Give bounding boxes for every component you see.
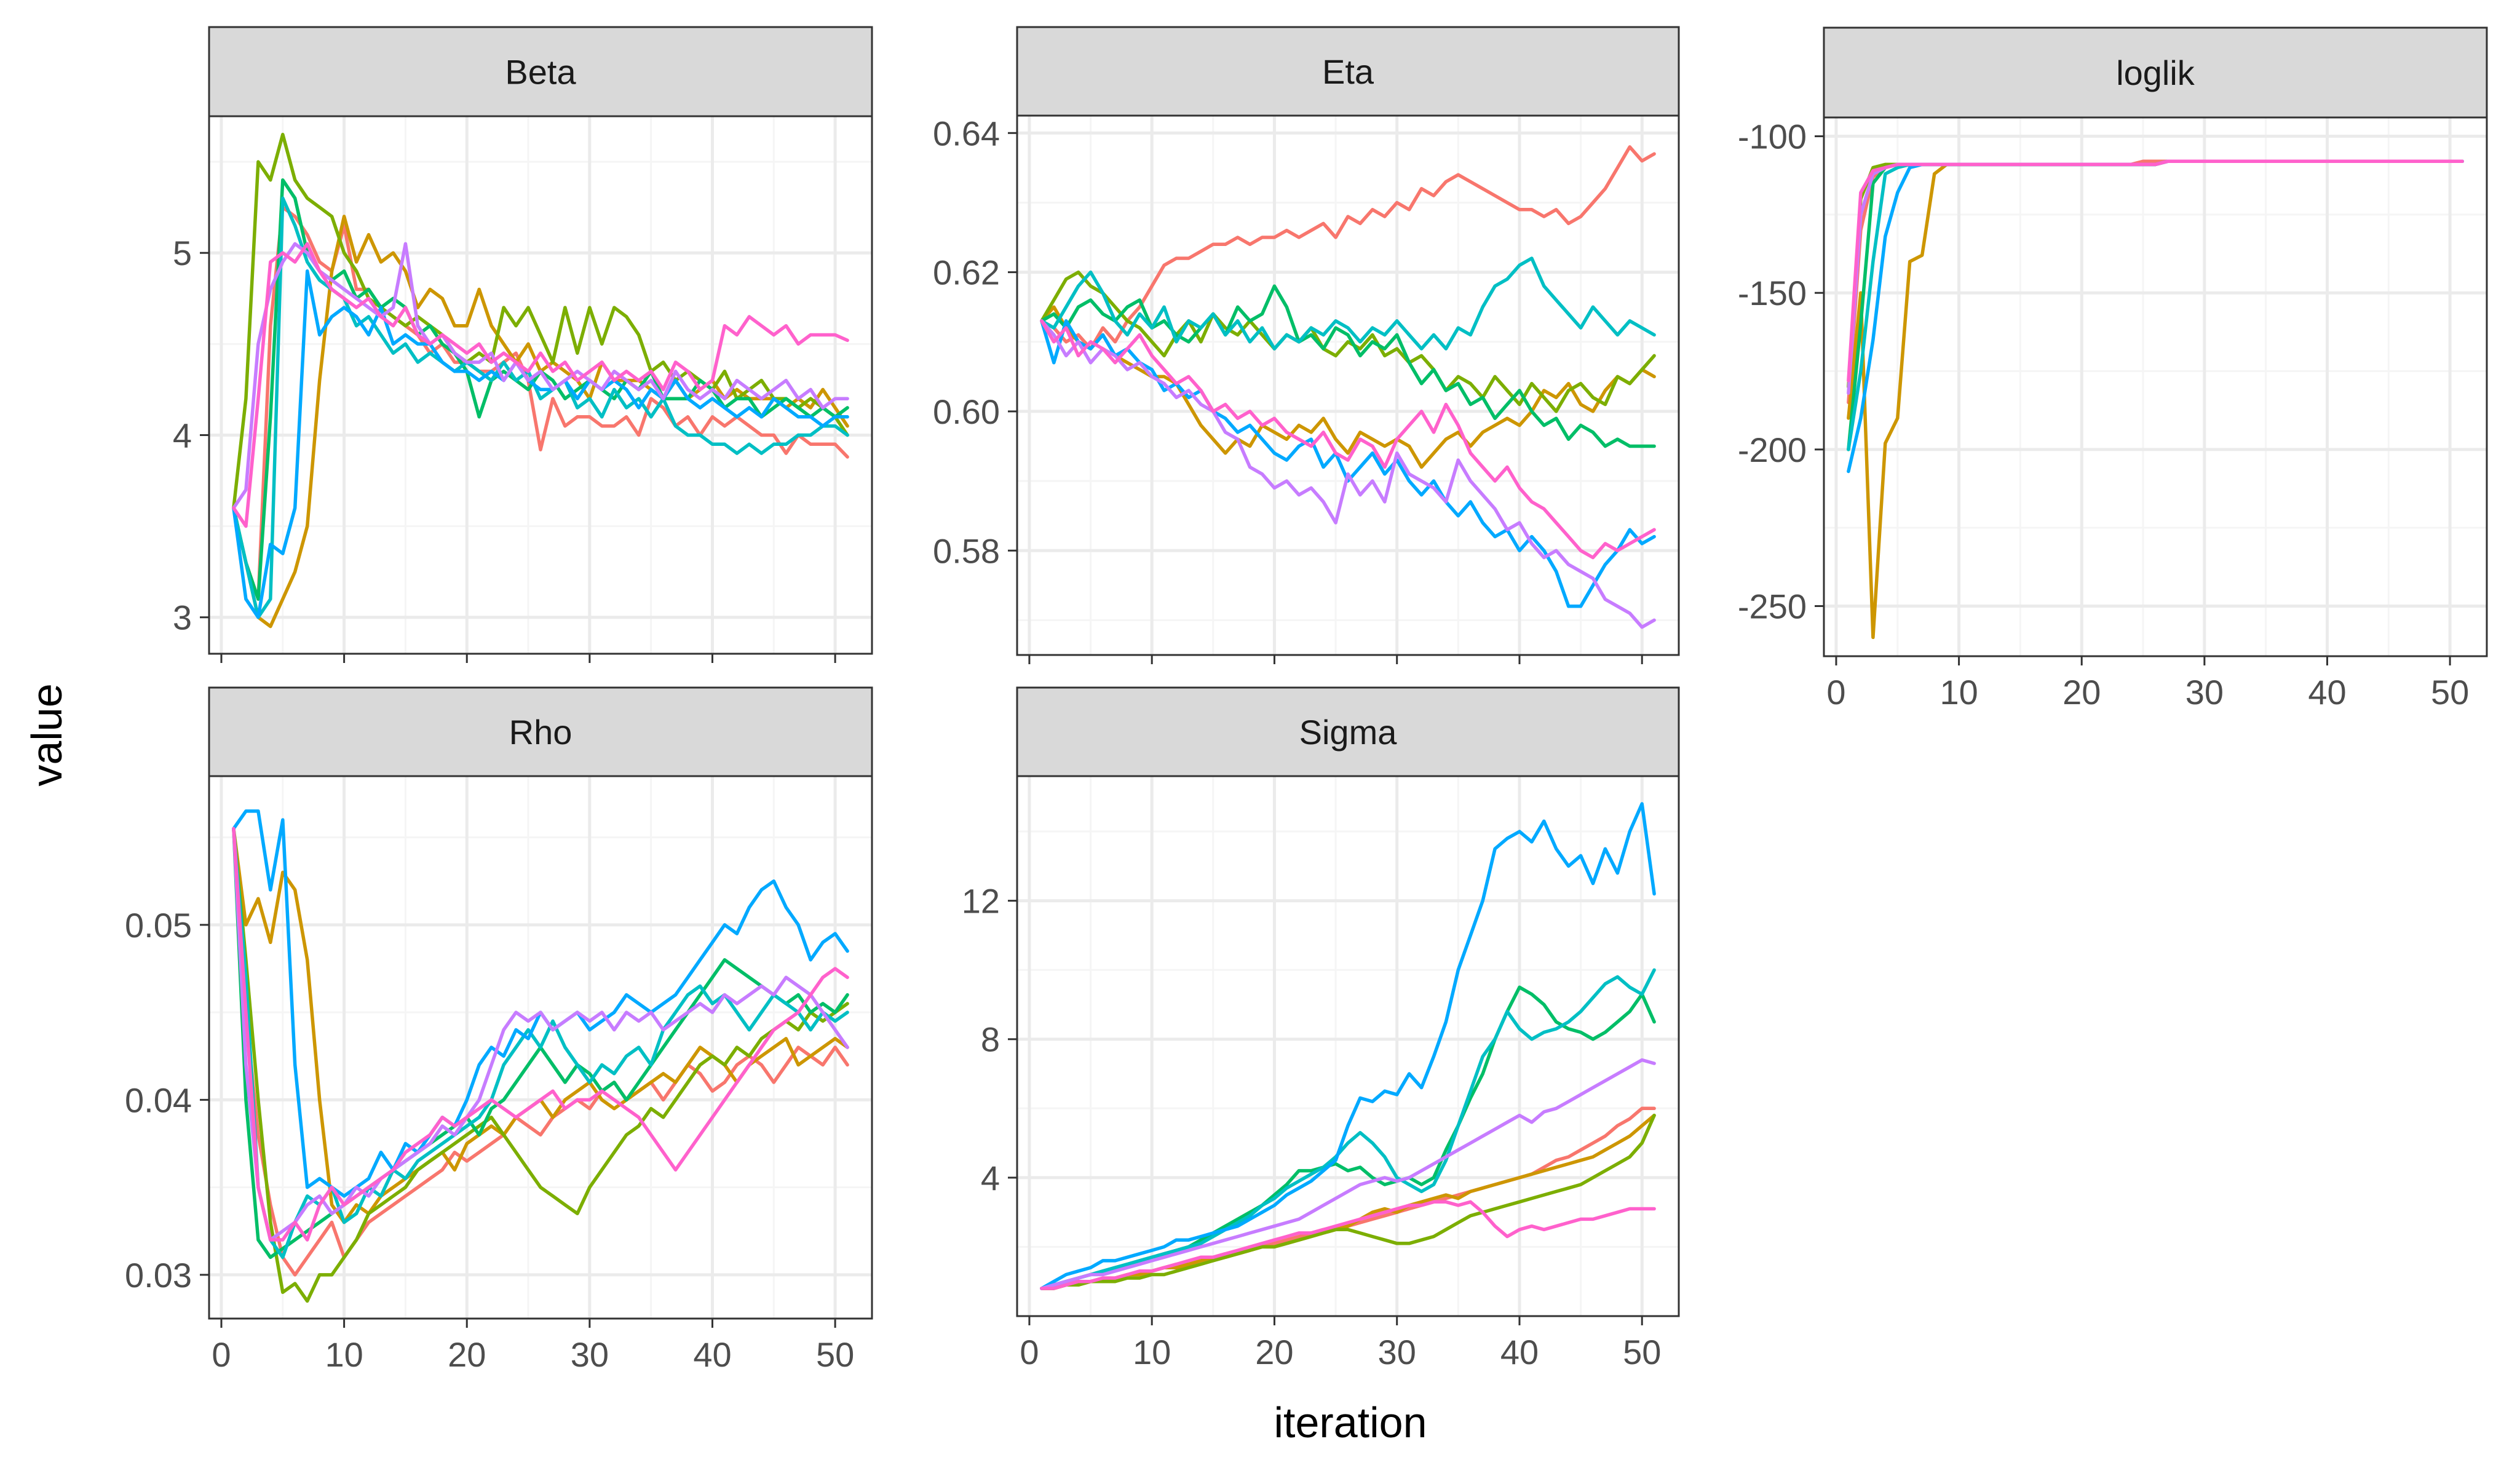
series-line-rho-7 — [232, 827, 849, 1242]
series-line-sigma-7 — [1040, 1058, 1656, 1290]
y-tick-label-loglik: -150 — [1738, 274, 1807, 312]
x-tick-label-sigma: 40 — [1500, 1333, 1539, 1371]
series-line-rho-5 — [232, 827, 849, 1260]
y-tick-label-eta: 0.60 — [933, 392, 1000, 431]
panel-border-sigma — [1016, 775, 1680, 1317]
x-axis-title: iteration — [1274, 1399, 1427, 1446]
y-tick-label-beta: 4 — [173, 416, 192, 454]
y-tick-label-loglik: -200 — [1738, 430, 1807, 469]
series-line-eta-5 — [1040, 256, 1656, 351]
panel-sigma: Sigma 4 8 12 0 10 20 30 40 50 — [962, 686, 1680, 1371]
series-line-eta-4 — [1040, 284, 1656, 448]
x-tick-label-rho: 50 — [816, 1335, 854, 1374]
x-tick-label-sigma: 20 — [1255, 1333, 1293, 1371]
y-tick-label-eta: 0.62 — [933, 253, 1000, 292]
strip-rho — [208, 686, 873, 777]
strip-eta — [1016, 26, 1680, 117]
facet-panels: Beta 3 4 5 Eta 0.58 0.60 0.62 0.64 loglik -250 -200… — [125, 26, 2488, 1374]
x-tick-label-loglik: 50 — [2431, 673, 2469, 712]
strip-label-beta: Beta — [505, 53, 576, 92]
series-line-beta-3 — [232, 132, 849, 510]
series-line-sigma-5 — [1040, 968, 1656, 1290]
x-tick-label-sigma: 10 — [1133, 1333, 1171, 1371]
y-tick-label-rho: 0.04 — [125, 1081, 192, 1119]
series-line-beta-7 — [232, 242, 849, 510]
y-tick-label-rho: 0.03 — [125, 1256, 192, 1295]
x-tick-label-rho: 0 — [212, 1335, 231, 1374]
series-line-rho-8 — [232, 827, 849, 1242]
y-tick-label-eta: 0.58 — [933, 531, 1000, 570]
series-line-beta-6 — [232, 269, 849, 619]
x-tick-label-sigma: 30 — [1378, 1333, 1416, 1371]
series-line-eta-8 — [1040, 319, 1656, 560]
series-line-eta-7 — [1040, 319, 1656, 629]
panel-border-loglik — [1823, 116, 2488, 657]
panel-border-beta — [208, 115, 873, 655]
x-tick-label-loglik: 30 — [2185, 673, 2224, 712]
series-line-beta-8 — [232, 242, 849, 528]
series-line-eta-1 — [1040, 145, 1656, 351]
strip-label-sigma: Sigma — [1299, 713, 1398, 752]
y-tick-label-sigma: 12 — [962, 882, 1000, 921]
x-tick-label-rho: 30 — [571, 1335, 609, 1374]
series-line-sigma-3 — [1040, 1113, 1656, 1290]
plot-background-beta — [209, 116, 872, 654]
strip-label-eta: Eta — [1322, 52, 1374, 91]
x-tick-label-sigma: 50 — [1623, 1333, 1661, 1371]
series-line-sigma-6 — [1040, 802, 1656, 1290]
y-tick-label-rho: 0.05 — [125, 906, 192, 945]
panel-eta: Eta 0.58 0.60 0.62 0.64 — [933, 26, 1680, 664]
series-line-rho-3 — [232, 827, 849, 1303]
x-tick-label-rho: 10 — [325, 1335, 363, 1374]
series-line-loglik-8 — [1847, 159, 2464, 383]
strip-beta — [208, 26, 873, 117]
panel-border-rho — [208, 775, 873, 1320]
series-line-eta-2 — [1040, 305, 1656, 469]
strip-label-rho: Rho — [509, 713, 573, 752]
x-tick-label-loglik: 0 — [1826, 673, 1845, 712]
series-line-sigma-8 — [1040, 1200, 1656, 1290]
x-tick-label-rho: 40 — [693, 1335, 731, 1374]
series-line-sigma-2 — [1040, 1113, 1656, 1290]
y-tick-label-eta: 0.64 — [933, 114, 1000, 153]
x-tick-label-loglik: 20 — [2062, 673, 2101, 712]
y-tick-label-loglik: -100 — [1738, 117, 1807, 156]
strip-label-loglik: loglik — [2116, 54, 2195, 92]
panel-border-eta — [1016, 114, 1680, 656]
y-tick-label-loglik: -250 — [1738, 587, 1807, 626]
plot-background-loglik — [1824, 117, 2487, 656]
panel-loglik: loglik -250 -200 -150 -100 0 10 20 30 40 50 — [1738, 26, 2488, 712]
x-tick-label-loglik: 10 — [1940, 673, 1978, 712]
x-tick-label-sigma: 0 — [1020, 1333, 1039, 1371]
y-tick-label-sigma: 8 — [981, 1020, 1000, 1059]
series-line-eta-3 — [1040, 270, 1656, 413]
x-tick-label-rho: 20 — [448, 1335, 486, 1374]
y-tick-label-beta: 5 — [173, 234, 192, 272]
panel-beta: Beta 3 4 5 — [173, 26, 873, 663]
y-tick-label-beta: 3 — [173, 598, 192, 637]
panel-rho: Rho 0.03 0.04 0.05 0 10 20 30 40 50 — [125, 686, 873, 1374]
x-tick-label-loglik: 40 — [2308, 673, 2346, 712]
y-tick-label-sigma: 4 — [981, 1159, 1000, 1197]
y-axis-title: value — [23, 683, 71, 786]
series-line-rho-1 — [232, 827, 849, 1277]
